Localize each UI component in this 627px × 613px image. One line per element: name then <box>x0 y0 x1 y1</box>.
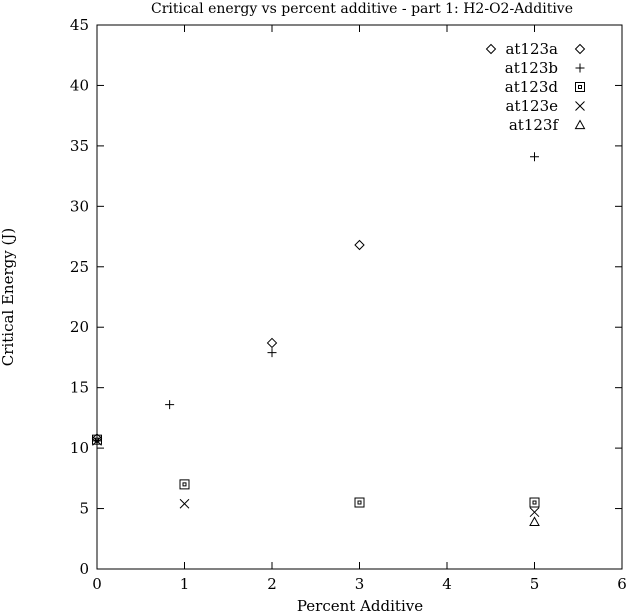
legend-marker-at123d <box>575 82 585 92</box>
y-tick-label: 0 <box>79 560 89 578</box>
point-at123b <box>530 152 539 162</box>
point-at123b <box>165 400 175 410</box>
point-at123d <box>354 497 365 508</box>
point-at123d <box>529 497 540 508</box>
y-tick-label: 25 <box>70 258 89 276</box>
y-tick-label: 45 <box>70 16 89 34</box>
x-tick-label: 4 <box>442 575 452 593</box>
point-at123f <box>529 516 540 526</box>
legend-label: at123d <box>505 78 559 96</box>
point-at123b <box>267 348 277 358</box>
legend-marker-at123e <box>575 101 585 111</box>
point-at123e <box>529 507 540 518</box>
x-tick-label: 0 <box>92 575 102 593</box>
x-axis-label: Percent Additive <box>297 597 423 613</box>
data-points <box>91 152 540 526</box>
legend-label: at123a <box>505 40 558 58</box>
legend-marker-at123f <box>574 119 586 130</box>
y-tick-label: 5 <box>79 500 89 518</box>
legend-marker-extra <box>485 43 497 55</box>
x-tick-label: 3 <box>355 575 365 593</box>
y-tick-label: 40 <box>70 76 89 94</box>
legend-label: at123f <box>509 116 560 134</box>
x-tick-label: 6 <box>617 575 627 593</box>
legend-label: at123e <box>506 97 559 115</box>
legend-label: at123b <box>505 59 558 77</box>
y-tick-label: 10 <box>70 439 89 457</box>
y-tick-label: 35 <box>70 137 89 155</box>
x-tick-label: 5 <box>530 575 540 593</box>
y-tick-label: 20 <box>70 318 89 336</box>
point-at123d <box>179 479 190 490</box>
y-tick-label: 30 <box>70 197 89 215</box>
y-axis-label: Critical Energy (J) <box>0 228 17 366</box>
chart-title: Critical energy vs percent additive - pa… <box>151 1 573 17</box>
point-at123a <box>266 337 278 349</box>
y-tick-label: 15 <box>70 379 89 397</box>
y-axis: 0 5 10 15 20 25 30 35 40 45 <box>70 16 622 578</box>
legend-marker-at123b <box>575 63 585 73</box>
x-axis: 0 1 2 3 4 5 6 <box>92 25 627 593</box>
point-at123e <box>179 498 190 509</box>
point-at123e <box>92 436 102 446</box>
point-at123a <box>354 239 365 251</box>
x-tick-label: 2 <box>267 575 277 593</box>
x-tick-label: 1 <box>180 575 190 593</box>
legend-marker-at123a <box>574 43 586 55</box>
